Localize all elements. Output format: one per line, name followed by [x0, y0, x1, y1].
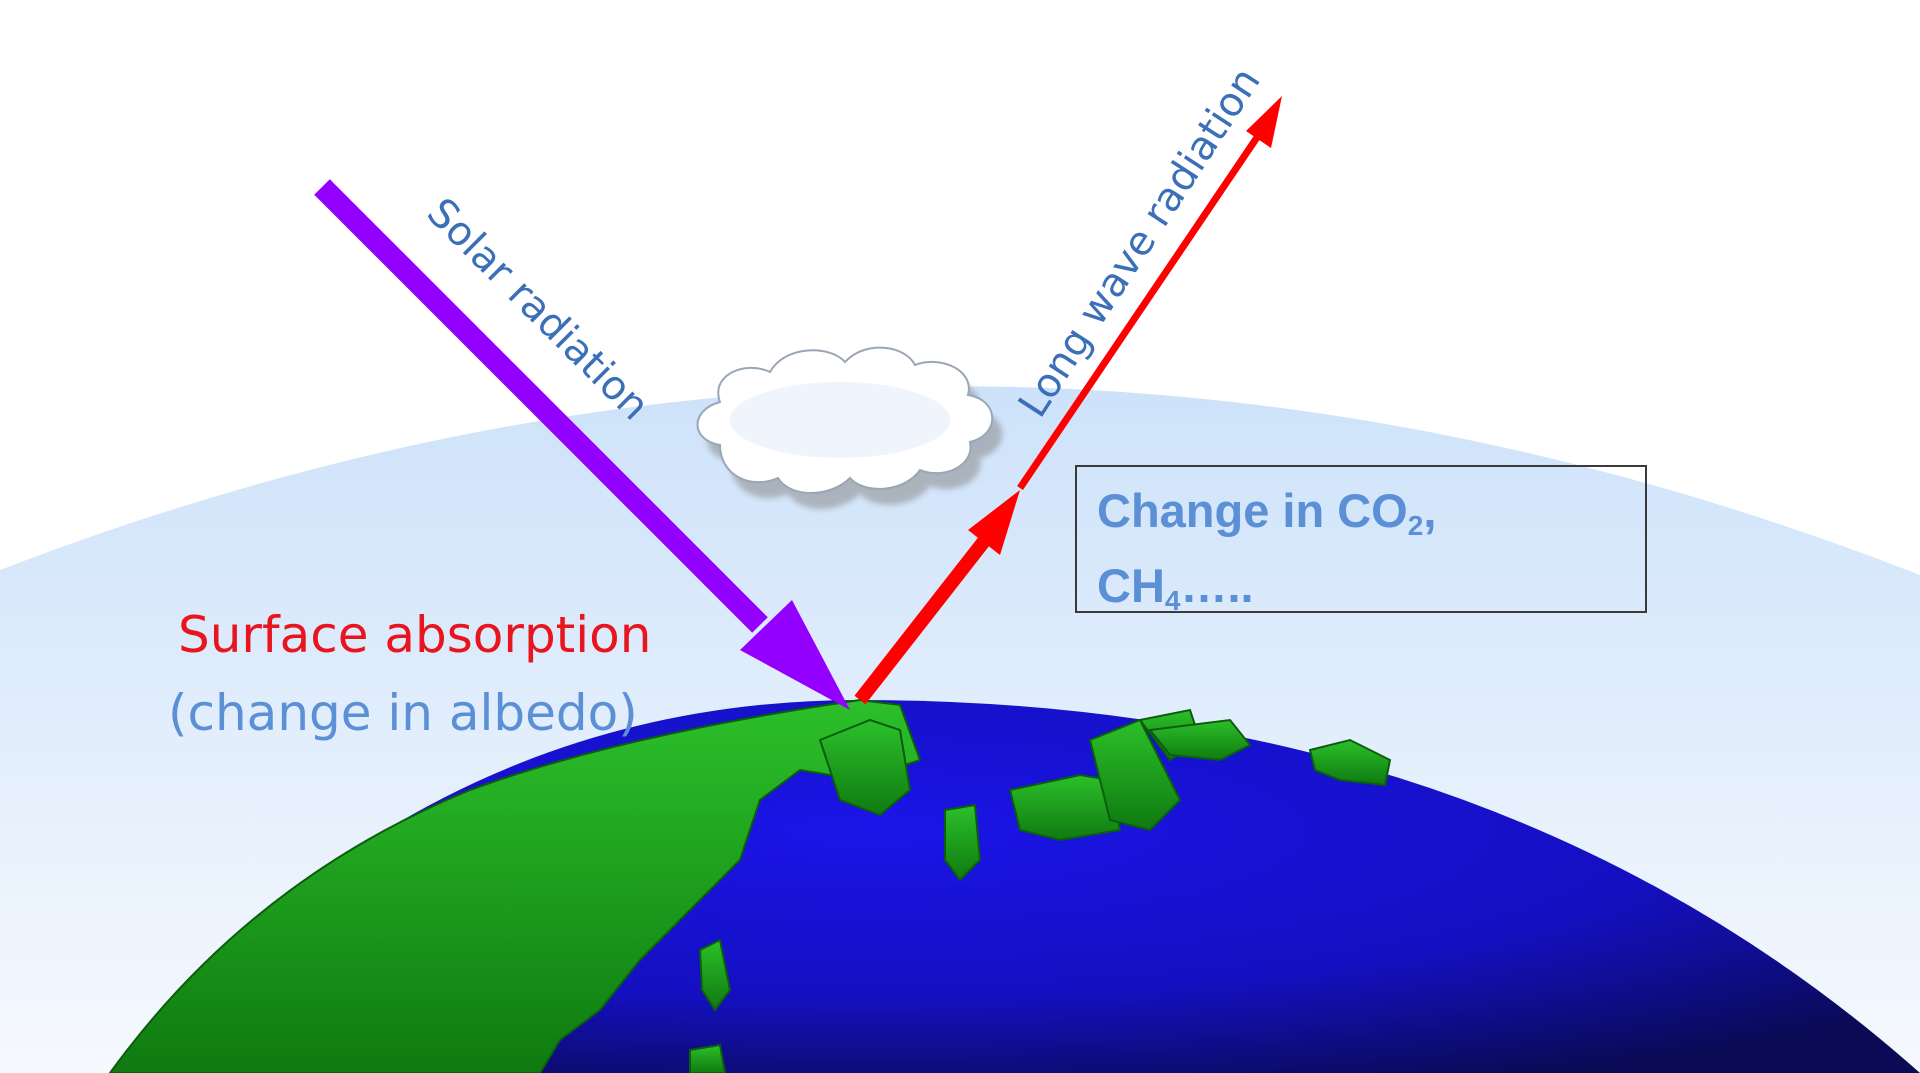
gas-line-co2: Change in CO2, [1097, 481, 1645, 556]
ch4-text: CH [1097, 559, 1165, 612]
co2-suffix: , [1423, 484, 1437, 537]
albedo-note-label: (change in albedo) [168, 684, 638, 742]
cloud [696, 346, 1003, 509]
long-wave-radiation-label: Long wave radiation [1010, 60, 1270, 426]
co2-subscript: 2 [1407, 510, 1424, 541]
ch4-subscript: 4 [1164, 585, 1181, 616]
land-masses [108, 698, 1392, 1073]
surface-absorption-label: Surface absorption [178, 606, 652, 664]
co2-text: Change in CO [1097, 484, 1408, 537]
solar-radiation-arrow [314, 179, 850, 710]
gas-line-ch4: CH4….. [1097, 556, 1645, 631]
long-wave-radiation-arrow [854, 96, 1282, 705]
ch4-suffix: ….. [1180, 559, 1254, 612]
greenhouse-gas-box: Change in CO2, CH4….. [1075, 465, 1647, 616]
